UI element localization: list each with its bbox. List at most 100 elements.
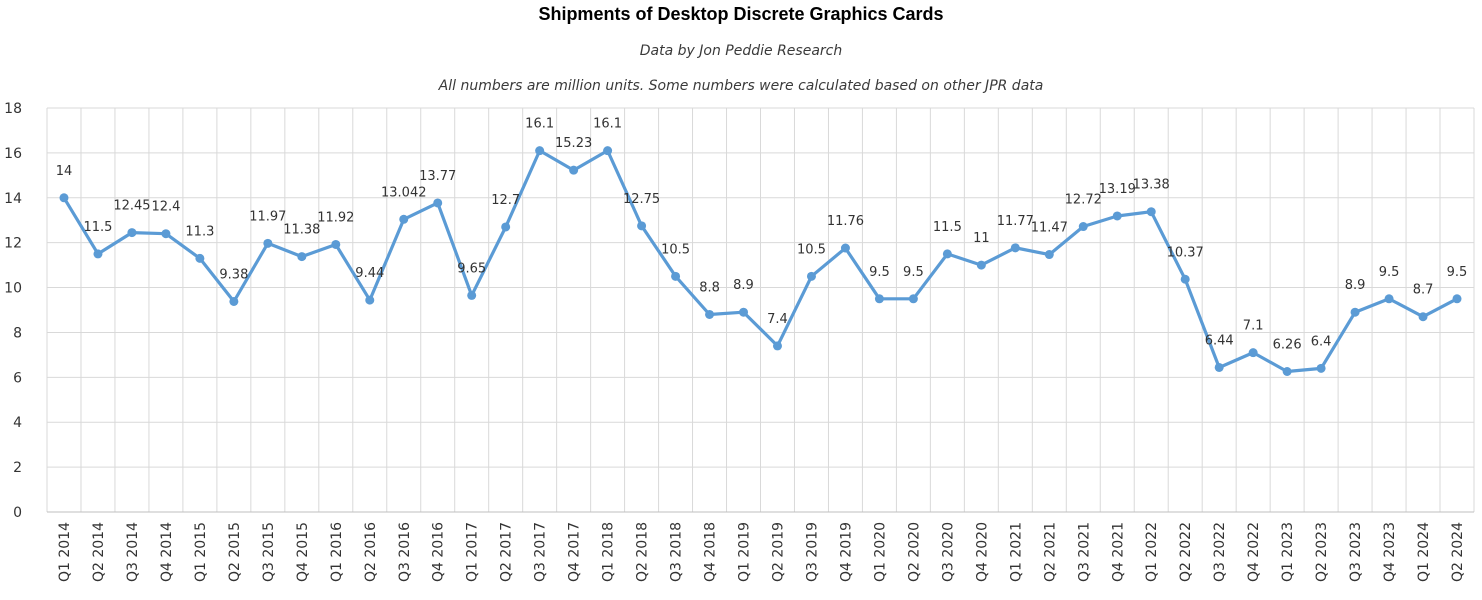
data-label: 6.4 xyxy=(1311,334,1332,349)
data-point xyxy=(331,239,341,249)
x-tick-label: Q4 2018 xyxy=(703,522,719,582)
x-tick-label: Q4 2020 xyxy=(974,522,990,582)
data-label: 12.45 xyxy=(113,199,150,214)
x-tick-label: Q3 2017 xyxy=(533,522,549,582)
y-tick-label: 6 xyxy=(13,370,22,386)
data-point xyxy=(705,309,715,319)
x-tick-label: Q1 2021 xyxy=(1008,522,1024,582)
data-point xyxy=(1350,307,1360,317)
y-tick-label: 2 xyxy=(13,460,22,476)
x-tick-label: Q1 2022 xyxy=(1144,522,1160,582)
data-point xyxy=(976,260,986,270)
series-shipments xyxy=(59,146,1462,376)
x-tick-label: Q4 2015 xyxy=(295,522,311,582)
data-label: 14 xyxy=(56,164,73,179)
data-label: 9.5 xyxy=(903,265,924,280)
y-tick-label: 0 xyxy=(13,505,22,521)
data-point xyxy=(501,222,511,232)
x-tick-label: Q1 2016 xyxy=(329,522,345,582)
x-tick-label: Q4 2023 xyxy=(1382,522,1398,582)
data-label: 8.9 xyxy=(733,278,754,293)
y-axis: 0 2 4 6 8 10 12 14 16 18 xyxy=(4,101,22,521)
data-label: 11.38 xyxy=(283,223,320,238)
data-label: 11.92 xyxy=(317,210,354,225)
x-tick-label: Q1 2018 xyxy=(601,522,617,582)
data-point xyxy=(195,253,205,263)
x-tick-label: Q3 2016 xyxy=(397,522,413,582)
data-point xyxy=(942,249,952,259)
data-label: 6.26 xyxy=(1273,337,1302,352)
data-point xyxy=(365,295,375,305)
x-tick-label: Q2 2015 xyxy=(227,522,243,582)
y-tick-label: 4 xyxy=(13,415,22,431)
x-tick-label: Q2 2020 xyxy=(906,522,922,582)
data-point xyxy=(1010,243,1020,253)
x-tick-label: Q2 2019 xyxy=(770,522,786,582)
y-tick-label: 10 xyxy=(4,281,22,297)
chart-subtitle: Data by Jon Peddie Research xyxy=(639,43,843,59)
x-tick-label: Q4 2021 xyxy=(1110,522,1126,582)
x-tick-label: Q3 2019 xyxy=(804,522,820,582)
data-point xyxy=(59,193,69,203)
x-tick-label: Q1 2017 xyxy=(465,522,481,582)
data-point xyxy=(535,146,545,156)
data-point xyxy=(399,214,409,224)
chart-title: Shipments of Desktop Discrete Graphics C… xyxy=(538,4,944,24)
data-label: 12.4 xyxy=(151,200,180,215)
data-point xyxy=(93,249,103,259)
x-tick-label: Q4 2019 xyxy=(838,522,854,582)
data-label: 11.47 xyxy=(1031,221,1068,236)
data-label: 9.44 xyxy=(355,266,384,281)
data-point xyxy=(1146,207,1156,217)
data-point xyxy=(1248,348,1258,358)
data-label: 9.38 xyxy=(219,267,248,282)
x-tick-label: Q3 2020 xyxy=(940,522,956,582)
data-label: 7.4 xyxy=(767,312,788,327)
data-label: 13.77 xyxy=(419,169,456,184)
x-tick-label: Q3 2015 xyxy=(261,522,277,582)
data-label: 11 xyxy=(973,231,990,246)
data-point xyxy=(1112,211,1122,221)
x-tick-label: Q3 2014 xyxy=(125,522,141,582)
data-label: 12.75 xyxy=(623,192,660,207)
data-point xyxy=(739,307,749,317)
x-tick-label: Q2 2024 xyxy=(1450,522,1466,582)
data-label: 6.44 xyxy=(1205,333,1234,348)
x-axis: Q1 2014 Q2 2014 Q3 2014 Q4 2014 Q1 2015 Q2 20… xyxy=(57,522,1466,582)
y-tick-label: 14 xyxy=(4,191,22,207)
x-tick-label: Q1 2014 xyxy=(57,522,73,582)
series-line xyxy=(62,149,1458,374)
data-label: 10.5 xyxy=(797,242,826,257)
data-label: 7.1 xyxy=(1243,319,1264,334)
y-tick-label: 16 xyxy=(4,146,22,162)
data-label: 12.7 xyxy=(491,193,520,208)
x-tick-label: Q4 2014 xyxy=(159,522,175,582)
data-point xyxy=(229,296,239,306)
x-tick-label: Q2 2017 xyxy=(499,522,515,582)
data-label: 13.19 xyxy=(1099,182,1136,197)
data-point xyxy=(1452,294,1462,304)
data-point xyxy=(161,229,171,239)
data-point xyxy=(1418,312,1428,322)
data-label: 11.97 xyxy=(249,209,286,224)
data-point xyxy=(908,294,918,304)
x-tick-label: Q2 2021 xyxy=(1042,522,1058,582)
data-label: 8.8 xyxy=(699,280,720,295)
x-tick-label: Q2 2018 xyxy=(635,522,651,582)
x-tick-label: Q3 2021 xyxy=(1076,522,1092,582)
x-tick-label: Q1 2024 xyxy=(1416,522,1432,582)
data-point xyxy=(772,341,782,351)
x-tick-label: Q3 2018 xyxy=(669,522,685,582)
x-tick-label: Q3 2023 xyxy=(1348,522,1364,582)
data-point xyxy=(1078,222,1088,232)
data-label: 9.5 xyxy=(1447,265,1468,280)
data-label: 9.5 xyxy=(1379,265,1400,280)
x-tick-label: Q1 2019 xyxy=(737,522,753,582)
data-label: 8.9 xyxy=(1345,278,1366,293)
data-point xyxy=(263,238,273,248)
data-point xyxy=(1180,274,1190,284)
data-label: 9.5 xyxy=(869,265,890,280)
data-label: 11.3 xyxy=(185,224,214,239)
chart-note: All numbers are million units. Some numb… xyxy=(438,78,1044,94)
